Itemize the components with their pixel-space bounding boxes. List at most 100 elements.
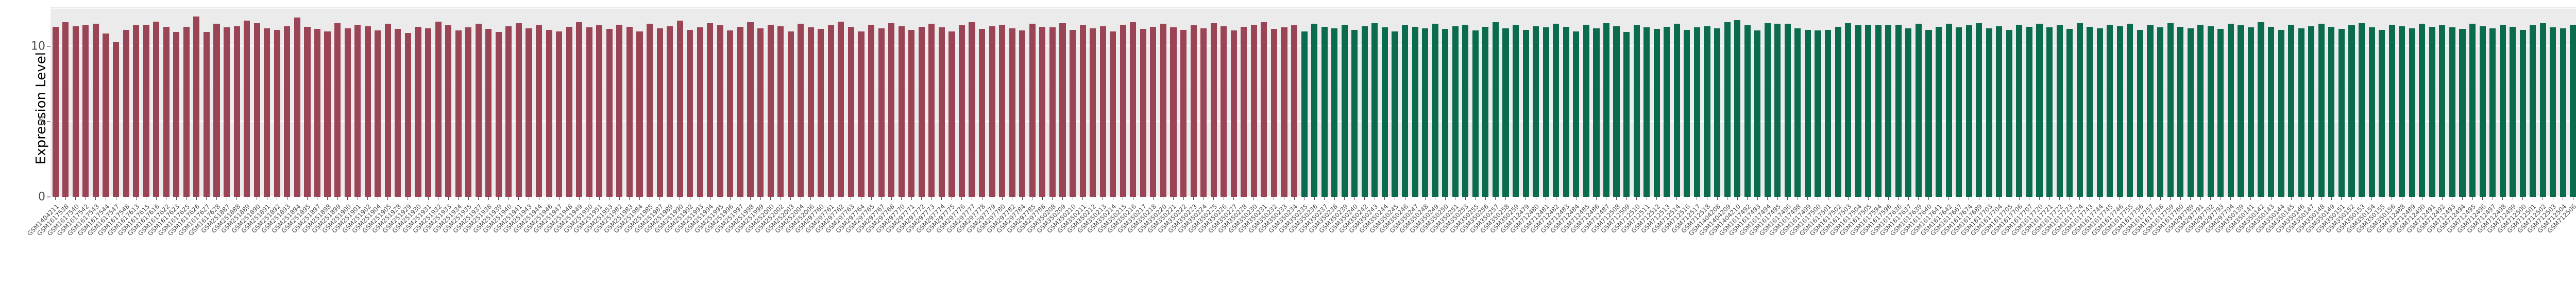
- bar[interactable]: [757, 28, 764, 197]
- bar[interactable]: [556, 31, 563, 197]
- bar[interactable]: [546, 29, 552, 197]
- bar[interactable]: [253, 23, 260, 197]
- bar[interactable]: [1331, 28, 1338, 197]
- bar[interactable]: [2308, 26, 2315, 197]
- bar[interactable]: [1875, 25, 1882, 197]
- bar[interactable]: [1361, 26, 1368, 197]
- bar[interactable]: [2510, 26, 2516, 197]
- bar[interactable]: [153, 21, 160, 197]
- bar[interactable]: [1452, 26, 1459, 197]
- bar[interactable]: [2137, 29, 2144, 197]
- bar[interactable]: [566, 26, 572, 197]
- bar[interactable]: [1311, 24, 1318, 197]
- bar[interactable]: [284, 26, 291, 197]
- bar[interactable]: [737, 26, 744, 197]
- bar[interactable]: [133, 25, 140, 197]
- bar[interactable]: [616, 24, 623, 197]
- bar[interactable]: [2550, 27, 2556, 197]
- bar[interactable]: [747, 22, 754, 197]
- bar[interactable]: [2177, 26, 2184, 197]
- bar[interactable]: [2268, 26, 2275, 197]
- bar[interactable]: [1653, 29, 1660, 197]
- bar[interactable]: [2207, 26, 2214, 197]
- bar[interactable]: [425, 28, 432, 197]
- bar[interactable]: [2479, 26, 2486, 197]
- bar[interactable]: [1693, 27, 1700, 197]
- bar[interactable]: [1603, 23, 1610, 197]
- bar[interactable]: [2107, 24, 2113, 197]
- bar[interactable]: [2157, 27, 2164, 197]
- bar[interactable]: [697, 27, 703, 197]
- bar[interactable]: [1714, 28, 1721, 197]
- bar[interactable]: [2066, 29, 2073, 197]
- bar[interactable]: [2187, 28, 2194, 197]
- bar[interactable]: [2469, 24, 2476, 197]
- bar[interactable]: [807, 27, 814, 197]
- bar[interactable]: [1210, 23, 1217, 197]
- bar[interactable]: [455, 30, 462, 197]
- bar[interactable]: [1472, 30, 1479, 197]
- bar[interactable]: [2560, 28, 2566, 197]
- bar[interactable]: [1301, 31, 1308, 197]
- bar[interactable]: [72, 26, 79, 197]
- bar[interactable]: [344, 28, 351, 197]
- bar[interactable]: [92, 24, 99, 197]
- bar[interactable]: [2318, 24, 2325, 197]
- bar[interactable]: [304, 26, 311, 197]
- bar[interactable]: [495, 32, 502, 197]
- bar[interactable]: [163, 26, 170, 197]
- bar[interactable]: [1734, 20, 1741, 197]
- bar[interactable]: [848, 26, 855, 197]
- bar[interactable]: [183, 26, 190, 197]
- bar[interactable]: [1945, 24, 1952, 197]
- bar[interactable]: [143, 24, 149, 197]
- bar[interactable]: [818, 29, 824, 197]
- bar[interactable]: [2227, 24, 2234, 197]
- bar[interactable]: [193, 16, 200, 197]
- bar[interactable]: [707, 23, 714, 197]
- bar[interactable]: [1976, 23, 1982, 197]
- bar[interactable]: [1824, 29, 1832, 197]
- bar[interactable]: [324, 31, 331, 197]
- bar[interactable]: [384, 24, 391, 197]
- bar[interactable]: [1230, 30, 1237, 197]
- bar[interactable]: [969, 22, 975, 197]
- bar[interactable]: [203, 32, 210, 197]
- bar[interactable]: [2238, 25, 2244, 197]
- bar[interactable]: [1412, 26, 1418, 197]
- bar[interactable]: [727, 30, 734, 197]
- bar[interactable]: [395, 29, 401, 197]
- bar[interactable]: [1845, 23, 1852, 197]
- bar[interactable]: [1190, 25, 1197, 197]
- bar[interactable]: [1150, 26, 1157, 197]
- bar[interactable]: [1402, 25, 1409, 197]
- bar[interactable]: [103, 34, 109, 197]
- bar[interactable]: [2328, 26, 2335, 197]
- bar[interactable]: [2247, 27, 2255, 197]
- bar[interactable]: [1019, 30, 1026, 197]
- bar[interactable]: [334, 23, 341, 197]
- bar[interactable]: [445, 25, 452, 197]
- bar[interactable]: [294, 18, 300, 197]
- bar[interactable]: [1664, 26, 1670, 197]
- bar[interactable]: [1422, 28, 1429, 197]
- bar[interactable]: [62, 22, 69, 197]
- bar[interactable]: [1180, 29, 1187, 197]
- bar[interactable]: [2358, 23, 2365, 197]
- bar[interactable]: [314, 29, 321, 197]
- bar[interactable]: [1200, 28, 1207, 197]
- bar[interactable]: [475, 24, 482, 197]
- bar[interactable]: [1039, 26, 1046, 197]
- bar[interactable]: [1513, 25, 1519, 197]
- bar[interactable]: [213, 24, 220, 197]
- bar[interactable]: [2449, 27, 2455, 197]
- bar[interactable]: [2429, 26, 2435, 197]
- bar[interactable]: [415, 26, 421, 197]
- bar[interactable]: [2087, 26, 2093, 197]
- bar[interactable]: [435, 21, 442, 197]
- bar[interactable]: [1815, 30, 1821, 197]
- bar[interactable]: [2046, 27, 2053, 197]
- bar[interactable]: [485, 29, 492, 197]
- bar[interactable]: [1684, 29, 1690, 197]
- bar[interactable]: [123, 29, 129, 197]
